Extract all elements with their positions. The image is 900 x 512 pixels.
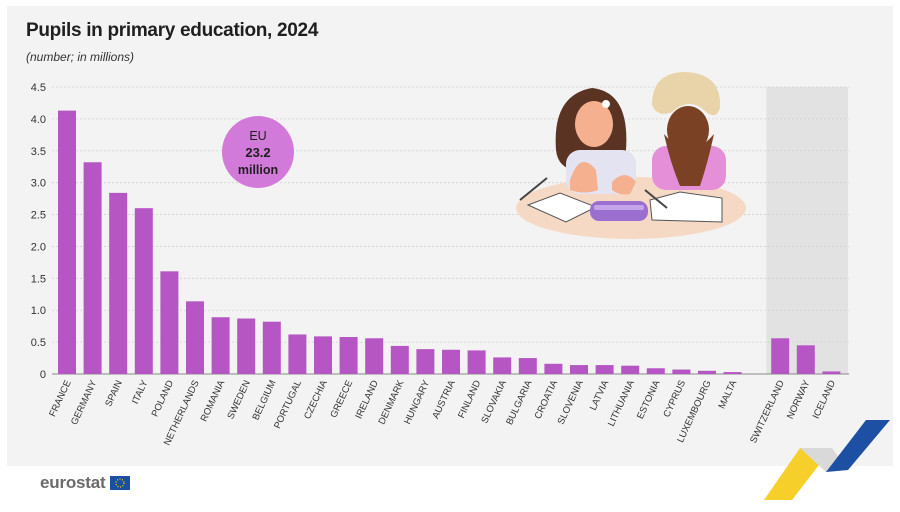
y-tick-label: 4.0 [31,114,46,126]
bar [723,372,742,374]
bubble-text: 23.2 [245,145,270,160]
x-tick-label: SPAIN [103,379,125,409]
x-tick-label: SLOVAKIA [479,378,509,425]
bar [595,365,614,374]
y-tick-label: 2.0 [31,241,46,253]
x-tick-label: ITALY [130,378,151,406]
y-tick-label: 0.5 [31,337,46,349]
efta-shaded-region [766,87,848,374]
bar [314,336,332,374]
x-tick-label: MALTA [717,378,740,411]
x-tick-label: BULGARIA [504,378,535,427]
bar [544,363,563,374]
bar [442,349,460,374]
x-tick-label: GERMANY [69,378,100,427]
bar [646,368,665,374]
bubble-circle [222,116,294,188]
bar [83,162,102,374]
x-tick-label: IRELAND [354,379,381,421]
chart-title: Pupils in primary education, 2024 [26,20,319,41]
logo-text: eurostat [40,473,106,492]
x-tick-label: POLAND [150,379,177,419]
chart-subtitle: (number; in millions) [26,50,135,64]
bar [186,301,204,374]
bubble-text: EU [249,129,266,143]
y-tick-label: 2.5 [31,210,46,222]
plot-area: 0 0.5 1.0 1.5 2.0 2.5 3.0 3.5 4.0 4.5 FRANCEGERMAN… [31,82,849,447]
bar [160,271,179,374]
x-tick-label: NORWAY [785,378,813,421]
x-tick-label: BELGIUM [250,379,278,422]
bar [237,318,256,374]
bar [390,345,409,374]
bar [698,370,716,374]
y-tick-label: 0 [40,369,46,381]
x-tick-label: ROMANIA [199,378,228,423]
bar [339,337,358,374]
bar [416,349,435,374]
bar [822,371,841,374]
bar [672,369,691,374]
y-tick-label: 3.0 [31,178,46,190]
y-tick-label: 4.5 [31,82,46,94]
bar [771,338,790,374]
x-tick-label: LITHUANIA [606,378,637,428]
bar [570,365,588,374]
x-tick-label: CYPRUS [661,379,688,420]
bar [288,334,307,374]
bar [211,317,230,374]
bar [796,345,815,374]
eu-total-bubble: EU 23.2 million [222,116,294,188]
bar [134,208,153,374]
y-tick-label: 1.0 [31,305,46,317]
x-tick-label: FINLAND [456,379,483,421]
eurostat-swoosh-icon [764,420,890,500]
bar [621,365,640,374]
bar [58,110,76,374]
eu-flag-icon [110,476,131,490]
bar [467,350,486,374]
x-tick-label: AUSTRIA [430,378,458,421]
bar-chart: 0 0.5 1.0 1.5 2.0 2.5 3.0 3.5 4.0 4.5 FRANCEGERMAN… [31,72,849,447]
y-tick-label: 1.5 [31,273,46,285]
bar [493,357,512,374]
children-reading-illustration [516,72,746,239]
x-tick-label: CZECHIA [302,378,330,421]
bar [262,321,281,374]
bar [109,192,128,374]
eurostat-logo: eurostat [40,473,131,493]
bubble-text: million [238,163,278,177]
x-tick-label: SWEDEN [225,378,253,421]
y-tick-label: 3.5 [31,146,46,158]
bar [518,358,537,374]
bar [365,338,384,374]
chart-panel [7,6,893,466]
x-tick-label: SLOVENIA [556,378,586,426]
x-tick-label: FRANCE [47,379,73,419]
x-tick-label: GREECE [328,379,355,420]
x-tick-label: ESTONIA [635,378,663,421]
x-tick-label: CROATIA [533,378,561,421]
x-tick-label: ICELAND [811,379,838,421]
x-tick-label: HUNGARY [402,378,432,426]
x-tick-label: LATVIA [588,378,612,412]
